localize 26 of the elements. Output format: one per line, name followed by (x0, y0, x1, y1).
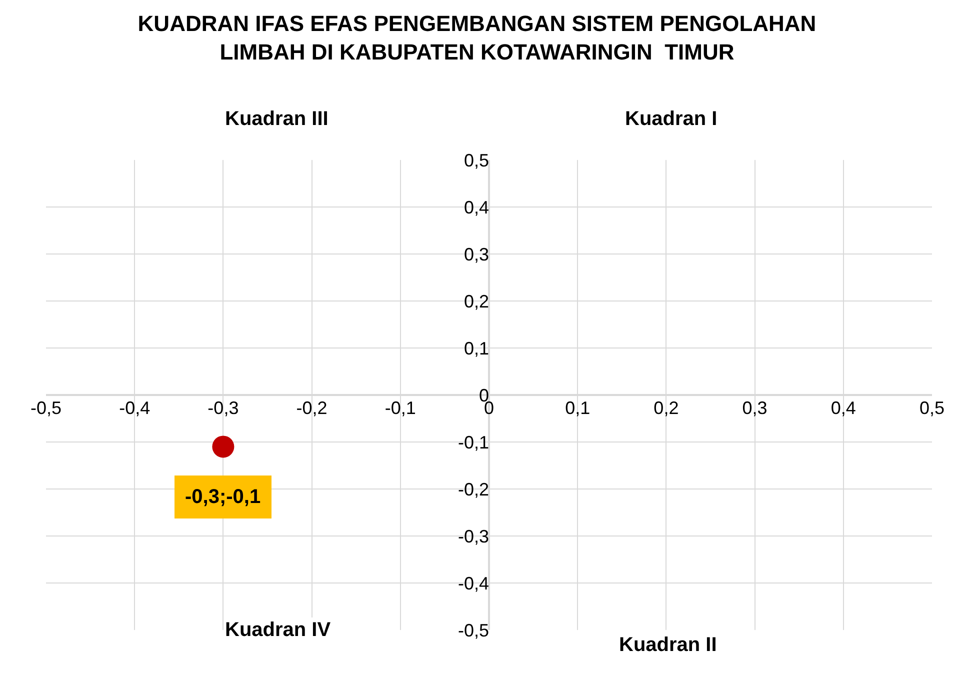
annotation: Kuadran IV (225, 619, 332, 641)
y-tick-label: -0,4 (458, 573, 489, 594)
y-tick-label: 0,5 (464, 150, 489, 170)
y-tick-label: -0,1 (458, 432, 489, 452)
x-tick-label: -0,1 (384, 398, 416, 418)
text: Kuadran II (619, 634, 717, 656)
x-tick-label: 0,3 (742, 398, 768, 418)
y-tick-label: 0,1 (464, 338, 489, 358)
text: Kuadran I (625, 108, 718, 130)
chart-title: KUADRAN IFAS EFAS PENGEMBANGAN SISTEM PENGOLAHAN LIMBAH DI KABUPATEN KOTAWARINGIN TIMUR (138, 10, 816, 64)
y-tick-label: 0,2 (464, 291, 489, 312)
y-tick-label: -0,5 (458, 620, 489, 640)
x-tick-label: -0,3 (208, 398, 239, 418)
x-tick-label: -0,4 (119, 398, 150, 418)
x-tick-label: 0,5 (919, 398, 945, 418)
x-tick-label: -0,5 (30, 398, 62, 418)
data-label: -0,3;-0,1 (185, 486, 261, 508)
text: Kuadran III (225, 108, 328, 130)
x-tick-label: 0,1 (565, 398, 590, 418)
y-tick-label: -0,2 (458, 479, 489, 500)
x-tick-label: 0,2 (654, 398, 679, 418)
x-tick-label: 0,4 (830, 398, 856, 418)
y-tick-label: 0,3 (464, 244, 489, 264)
y-tick-label: -0,3 (458, 526, 489, 546)
x-tick-label: -0,2 (296, 398, 328, 418)
y-tick-label: 0,4 (464, 197, 489, 218)
